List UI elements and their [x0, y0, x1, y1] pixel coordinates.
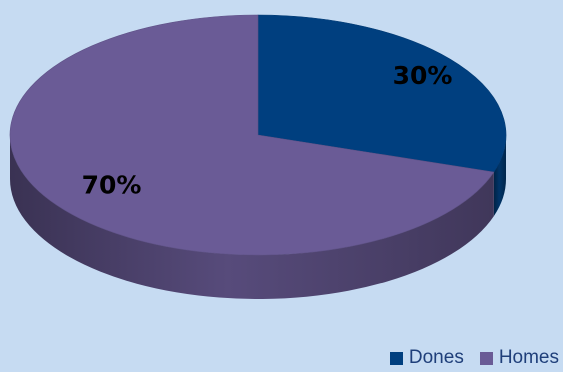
legend-label-homes: Homes [498, 347, 559, 368]
pie-slice-dones [257, 14, 507, 173]
legend-label-dones: Dones [408, 347, 464, 368]
legend-swatch-homes [479, 351, 493, 365]
pie-side-dones [493, 135, 506, 217]
pie-label-homes: 70% [82, 170, 142, 199]
pie-side-homes [10, 135, 494, 300]
legend-item-dones: Dones [389, 347, 464, 369]
chart-legend: Dones Homes [389, 346, 559, 370]
legend-swatch-dones [389, 351, 403, 365]
legend-item-homes: Homes [479, 347, 559, 369]
pie-slice-homes [9, 14, 495, 256]
pie-label-dones: 30% [393, 61, 453, 90]
